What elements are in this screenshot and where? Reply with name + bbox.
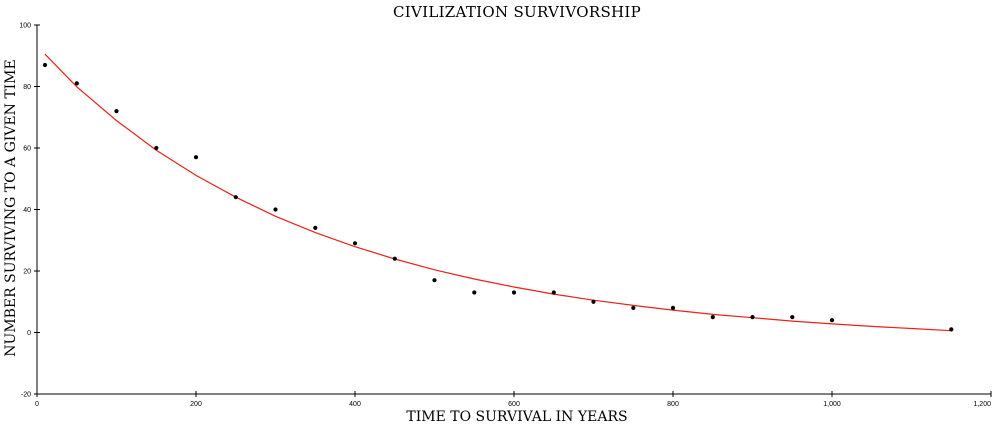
data-point	[472, 290, 477, 295]
data-point	[551, 290, 556, 295]
y-tick-label: 20	[23, 269, 31, 276]
chart-title: CIVILIZATION SURVIVORSHIP	[393, 3, 641, 21]
data-point	[42, 62, 48, 68]
y-tick-label: 100	[19, 23, 31, 30]
data-point	[74, 81, 79, 86]
y-tick-label: 60	[23, 146, 31, 153]
y-tick-label: 40	[23, 207, 31, 214]
data-point	[154, 145, 159, 151]
x-tick-label: 1,000	[823, 401, 841, 408]
data-point	[233, 195, 238, 200]
data-point	[273, 207, 278, 212]
axes	[36, 25, 991, 395]
x-tick-label: 1,200	[973, 401, 991, 408]
x-tick-label: 200	[190, 401, 202, 408]
data-point	[432, 278, 437, 283]
data-point	[193, 155, 199, 160]
y-tick-label: -20	[21, 392, 31, 399]
data-point	[591, 299, 596, 304]
points-group	[42, 62, 954, 332]
data-point	[352, 241, 358, 246]
data-point	[313, 225, 318, 230]
x-axis-label: TIME TO SURVIVAL IN YEARS	[406, 409, 627, 425]
fit-line-group	[44, 53, 952, 332]
x-tick-label: 400	[349, 401, 361, 408]
data-point	[710, 315, 715, 320]
ticks: -20 0 20 40 60 80 100 0 200 400 600 800 1,000 1,200	[19, 23, 992, 408]
data-point	[949, 327, 954, 332]
data-point	[631, 305, 636, 310]
fit-line	[44, 53, 952, 332]
data-point	[114, 109, 119, 114]
data-point	[670, 305, 676, 310]
data-point	[392, 256, 397, 261]
y-axis-label: NUMBER SURVIVING TO A GIVEN TIME	[3, 59, 19, 356]
x-tick-label: 600	[508, 401, 520, 408]
data-point	[829, 318, 835, 323]
y-tick-label: 80	[23, 84, 31, 91]
y-tick-label: 0	[27, 330, 31, 337]
data-point	[750, 315, 755, 320]
x-tick-label: 800	[667, 401, 679, 408]
data-point	[790, 315, 795, 320]
x-tick-label: 0	[35, 401, 39, 408]
data-point	[511, 290, 517, 295]
